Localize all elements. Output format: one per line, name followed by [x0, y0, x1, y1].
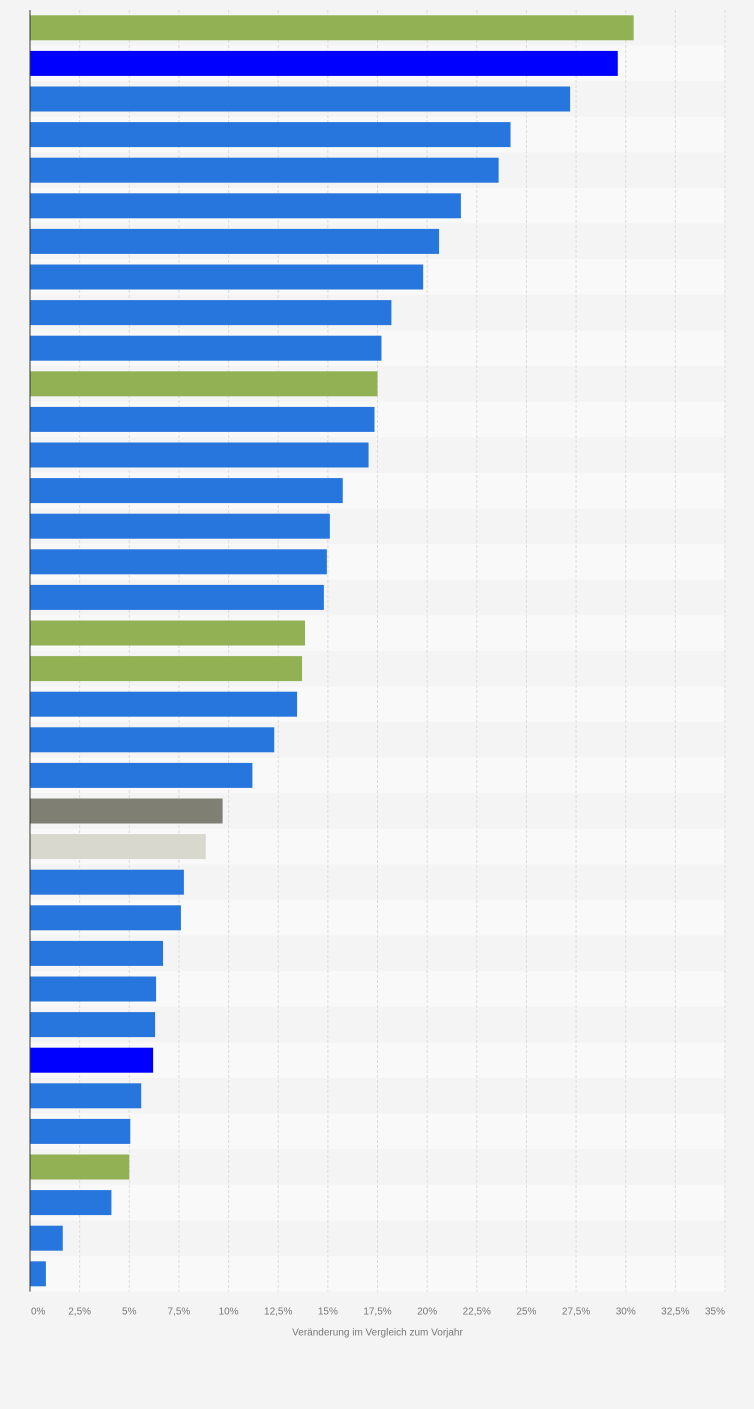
x-tick-label: 27,5%: [562, 1307, 590, 1318]
x-axis-title: Veränderung im Vergleich zum Vorjahr: [292, 1328, 463, 1339]
bar[interactable]: [30, 264, 424, 290]
bar[interactable]: [30, 620, 306, 646]
bar[interactable]: [30, 193, 461, 219]
bar[interactable]: [30, 691, 298, 717]
x-tick-label: 22,5%: [463, 1307, 491, 1318]
bar[interactable]: [30, 798, 223, 824]
x-tick-label: 17,5%: [363, 1307, 391, 1318]
bar[interactable]: [30, 1047, 154, 1073]
gridlines: [79, 10, 726, 1292]
x-tick-label: 0%: [31, 1307, 46, 1318]
bar[interactable]: [30, 513, 330, 539]
bar[interactable]: [30, 122, 511, 148]
bar[interactable]: [30, 549, 327, 575]
bar[interactable]: [30, 300, 392, 326]
bar[interactable]: [30, 335, 382, 361]
bar[interactable]: [30, 1118, 131, 1144]
bar[interactable]: [30, 1190, 112, 1216]
x-tick-label: 32,5%: [661, 1307, 689, 1318]
bar[interactable]: [30, 1261, 46, 1287]
bar[interactable]: [30, 406, 375, 432]
bar[interactable]: [30, 86, 571, 112]
x-tick-labels: 0% 2,5% 5% 7,5% 10% 12,5% 15% 17,5% 20% 22,5% 25% 2…: [31, 1307, 725, 1318]
bar[interactable]: [30, 15, 634, 41]
bar[interactable]: [30, 905, 181, 931]
x-tick-label: 5%: [122, 1307, 137, 1318]
x-tick-label: 10%: [219, 1307, 239, 1318]
x-tick-label: 15%: [318, 1307, 338, 1318]
x-tick-label: 12,5%: [264, 1307, 292, 1318]
bar[interactable]: [30, 869, 184, 895]
bar[interactable]: [30, 1012, 156, 1038]
bar[interactable]: [30, 1083, 142, 1109]
x-tick-label: 7,5%: [168, 1307, 191, 1318]
bar[interactable]: [30, 478, 343, 504]
bar[interactable]: [30, 157, 499, 183]
bar[interactable]: [30, 1225, 63, 1251]
bar[interactable]: [30, 50, 618, 76]
bar[interactable]: [30, 940, 164, 966]
bar[interactable]: [30, 762, 253, 788]
bar[interactable]: [30, 656, 303, 682]
bar[interactable]: [30, 371, 378, 397]
bar[interactable]: [30, 727, 275, 753]
x-tick-label: 2,5%: [68, 1307, 91, 1318]
x-tick-label: 20%: [417, 1307, 437, 1318]
x-tick-label: 35%: [705, 1307, 725, 1318]
x-tick-label: 25%: [516, 1307, 536, 1318]
bar[interactable]: [30, 1154, 130, 1180]
bars: [30, 15, 634, 1287]
bar[interactable]: [30, 976, 157, 1002]
bar[interactable]: [30, 228, 440, 254]
bar[interactable]: [30, 584, 324, 610]
bar[interactable]: [30, 834, 206, 860]
bar[interactable]: [30, 442, 369, 468]
x-tick-label: 30%: [616, 1307, 636, 1318]
